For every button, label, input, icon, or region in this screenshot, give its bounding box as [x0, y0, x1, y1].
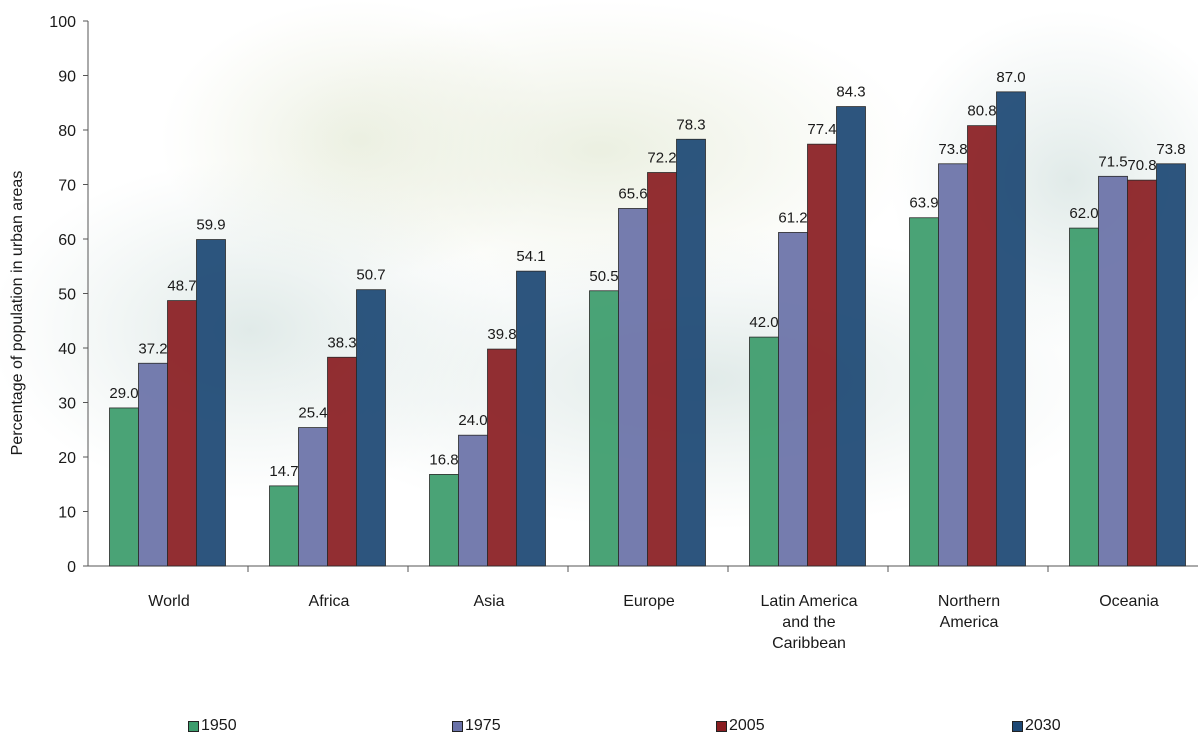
y-tick-label: 70 [58, 178, 76, 195]
bar-2005 [327, 356, 357, 567]
bar-1950 [749, 336, 779, 567]
data-label: 25.4 [298, 405, 327, 422]
bar-1975 [938, 163, 968, 567]
data-label: 73.8 [938, 141, 967, 158]
x-tick-label: Northern America [938, 593, 1000, 631]
data-label: 37.2 [138, 340, 167, 357]
data-label: 71.5 [1098, 153, 1127, 170]
bar-2005 [807, 143, 837, 567]
x-tick-label: Europe [623, 593, 675, 610]
data-label: 16.8 [429, 451, 458, 468]
legend-item-1975: 1975 [452, 718, 501, 734]
data-label: 54.1 [516, 248, 545, 265]
legend-swatch [188, 720, 199, 732]
y-tick-label: 30 [58, 396, 76, 413]
bar-1950 [589, 290, 619, 567]
data-label: 38.3 [327, 334, 356, 351]
y-tick-label: 20 [58, 450, 76, 467]
y-tick-label: 90 [58, 69, 76, 86]
bar-1975 [618, 208, 648, 567]
x-tick-label: Asia [473, 593, 504, 610]
data-label: 29.0 [109, 385, 138, 402]
y-tick-label: 10 [58, 505, 76, 522]
bar-2005 [967, 125, 997, 567]
x-tick-label: World [148, 593, 190, 610]
bar-chart: 0 10 20 30 40 50 60 70 80 90 100 World Africa Asia Eur… [0, 0, 1198, 652]
bar-2005 [647, 172, 677, 567]
data-label: 61.2 [778, 209, 807, 226]
y-tick-label: 40 [58, 341, 76, 358]
legend-swatch [452, 720, 463, 732]
data-label: 50.5 [589, 268, 618, 285]
bar-2030 [1156, 163, 1186, 567]
bar-1950 [109, 407, 139, 567]
legend-item-1950: 1950 [188, 718, 237, 734]
data-label: 84.3 [836, 84, 865, 101]
bar-2005 [487, 348, 517, 567]
bar-1950 [429, 474, 459, 567]
y-tick-label: 50 [58, 287, 76, 304]
bar-2030 [676, 138, 706, 567]
y-tick-label: 0 [67, 559, 76, 576]
data-label: 14.7 [269, 463, 298, 480]
data-label: 70.8 [1127, 157, 1156, 174]
bar-2005 [1127, 179, 1157, 567]
data-label: 59.9 [196, 217, 225, 234]
bar-2030 [196, 239, 226, 567]
legend-label: 1975 [465, 717, 501, 734]
bar-1950 [1069, 227, 1099, 567]
bar-1975 [138, 362, 168, 567]
x-tick-label: Africa [309, 593, 350, 610]
y-axis-title: Percentage of population in urban areas [9, 171, 26, 456]
bar-1975 [778, 232, 808, 567]
bar-2030 [836, 106, 866, 567]
data-label: 62.0 [1069, 205, 1098, 222]
data-label: 50.7 [356, 267, 385, 284]
y-tick-label: 100 [49, 14, 76, 31]
legend: 1950 1975 2005 2030 [0, 718, 1198, 738]
legend-item-2005: 2005 [716, 718, 765, 734]
data-label: 72.2 [647, 150, 676, 167]
bar-2030 [516, 270, 546, 567]
data-label: 24.0 [458, 412, 487, 429]
y-tick-label: 80 [58, 123, 76, 140]
data-label: 65.6 [618, 185, 647, 202]
y-tick-label: 60 [58, 232, 76, 249]
legend-label: 2030 [1025, 717, 1061, 734]
legend-label: 1950 [201, 717, 237, 734]
bar-1975 [458, 434, 488, 567]
x-tick-label: Latin America and the Caribbean [761, 593, 858, 652]
data-label: 39.8 [487, 326, 516, 343]
data-label: 80.8 [967, 103, 996, 120]
legend-swatch [716, 720, 727, 732]
bar-2030 [356, 289, 386, 567]
x-tick-label: Oceania [1099, 593, 1159, 610]
bar-1950 [269, 485, 299, 567]
data-label: 42.0 [749, 314, 778, 331]
legend-item-2030: 2030 [1012, 718, 1061, 734]
bar-1975 [1098, 175, 1128, 567]
data-label: 73.8 [1156, 141, 1185, 158]
bar-1975 [298, 427, 328, 567]
data-label: 78.3 [676, 116, 705, 133]
data-label: 63.9 [909, 195, 938, 212]
bar-2005 [167, 300, 197, 567]
legend-swatch [1012, 720, 1023, 732]
legend-label: 2005 [729, 717, 765, 734]
data-label: 87.0 [996, 69, 1025, 86]
bar-2030 [996, 91, 1026, 567]
data-label: 77.4 [807, 121, 836, 138]
data-label: 48.7 [167, 278, 196, 295]
bar-1950 [909, 217, 939, 567]
